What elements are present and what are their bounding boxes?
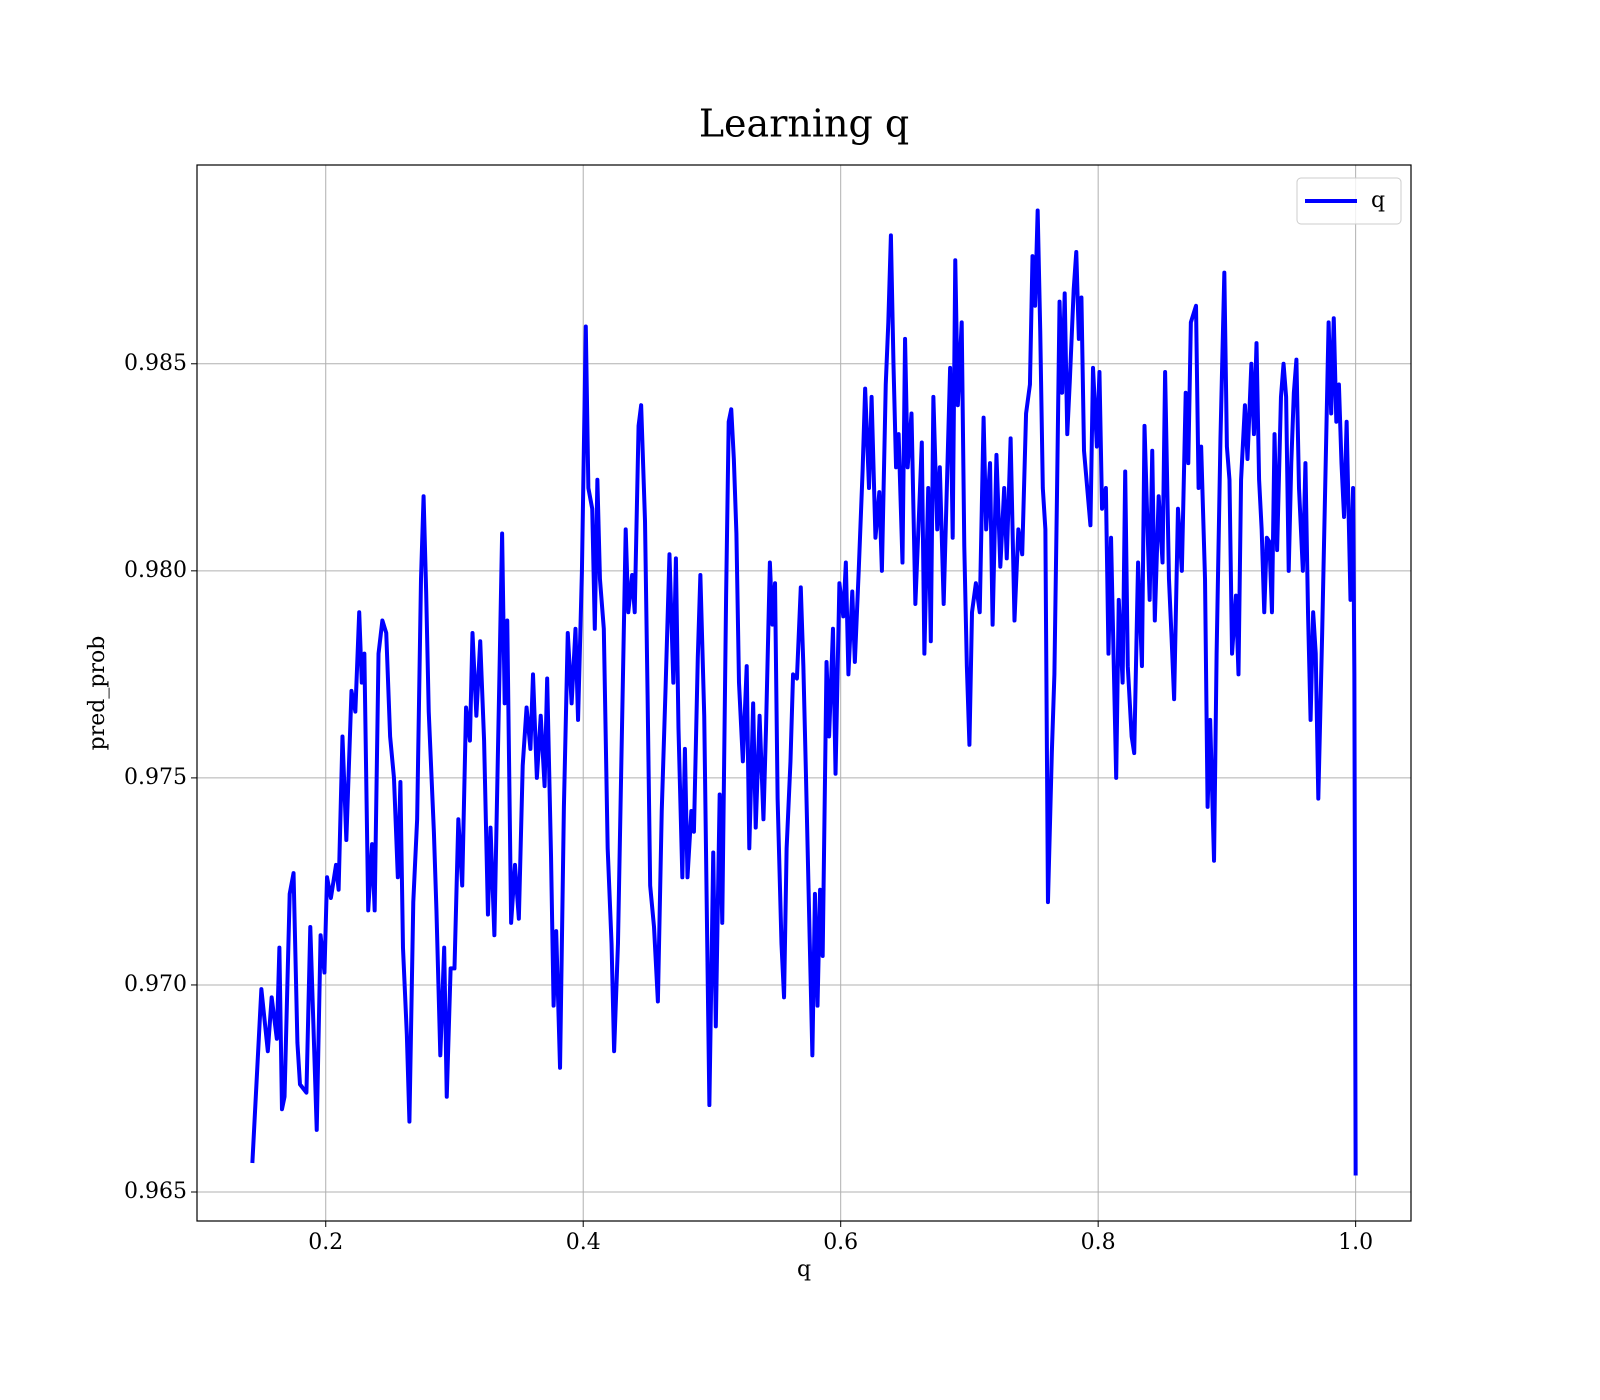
x-axis-label: q	[797, 1257, 811, 1282]
y-tick-label: 0.985	[124, 351, 187, 376]
x-tick-label: 1.0	[1338, 1230, 1373, 1255]
y-tick-label: 0.975	[124, 765, 187, 790]
x-tick-label: 0.6	[823, 1230, 858, 1255]
data-line	[250, 208, 1358, 1176]
y-axis-label: pred_prob	[85, 636, 110, 751]
x-tick-label: 0.8	[1081, 1230, 1116, 1255]
x-tick-label: 0.4	[566, 1230, 601, 1255]
plot-frame	[196, 164, 1412, 1222]
legend-label: q	[1371, 188, 1385, 213]
x-tick-label: 0.2	[308, 1230, 343, 1255]
y-tick-label: 0.970	[124, 972, 187, 997]
legend: q	[1296, 177, 1402, 225]
y-tick-label: 0.965	[124, 1179, 187, 1204]
y-tick-label: 0.980	[124, 558, 187, 583]
chart-title: Learning q	[699, 102, 909, 146]
